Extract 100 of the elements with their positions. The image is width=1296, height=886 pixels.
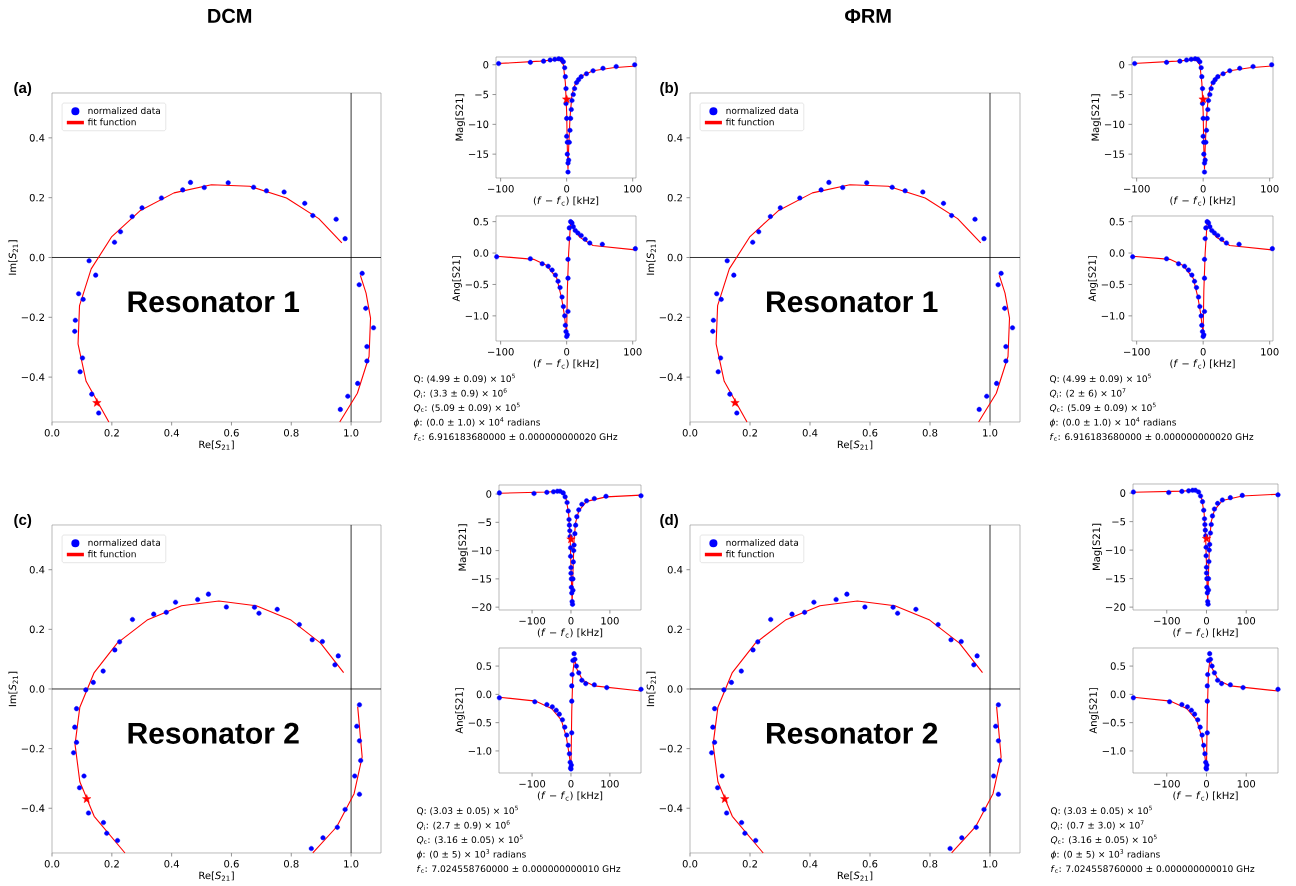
y-tick-label: −0.5 [468, 718, 492, 727]
x-tick-label: 100 [601, 780, 619, 788]
y-tick-label: −10 [1104, 120, 1125, 129]
x-tick-label: −100 [1154, 617, 1180, 625]
x-tick-label: 0.0 [44, 429, 60, 437]
y-tick-label: −5 [475, 90, 489, 99]
text: Q$_{c}$: (3.16 ± 0.05) × 10$^{5}$ [1050, 834, 1157, 845]
x-axis-title: (f − f$_{c}$) [kHz] [1170, 359, 1235, 369]
y-tick-label: −0.2 [659, 313, 682, 322]
y-tick-label: −0.4 [659, 373, 683, 381]
text: Q$_{i}$: (0.7 ± 3.0) × 10$^{7}$ [1050, 820, 1144, 830]
x-tick-label: 0.2 [104, 429, 119, 437]
x-tick-label: 0.2 [104, 860, 119, 868]
y-axis-title: Ang[S21] [1089, 688, 1099, 734]
text: ϕ: (0.0 ± 1.0) × 10$^{4}$ radians [413, 417, 541, 428]
legend-label: fit function [725, 118, 774, 126]
x-tick-label: 1.0 [983, 860, 998, 868]
legend-label: normalized data [88, 539, 160, 546]
x-axis-title: Re[S$_{21}$] [199, 871, 234, 881]
x-tick-label: −100 [1123, 185, 1150, 193]
y-axis-title: Im[S$_{21}$] [646, 671, 656, 707]
y-tick-label: −15 [468, 150, 489, 158]
legend-label: normalized data [726, 107, 799, 115]
y-tick-label: 0 [1119, 60, 1125, 69]
y-tick-label: −10 [1105, 546, 1126, 554]
y-tick-label: 0.0 [29, 685, 45, 693]
x-tick-label: 0 [564, 348, 570, 356]
x-tick-label: 0.8 [922, 860, 938, 868]
x-axis-title: (f − f$_{c}$) [kHz] [533, 359, 599, 369]
y-tick-label: 0.4 [667, 565, 683, 574]
y-tick-label: 0.2 [29, 625, 44, 634]
legend-label: fit function [87, 118, 136, 126]
y-tick-label: 0.2 [667, 193, 682, 202]
y-tick-label: −20 [1105, 603, 1126, 611]
y-tick-label: −0.2 [21, 313, 44, 322]
y-axis-title: Mag[S21] [1092, 523, 1103, 570]
text: f$_{c}$: 6.916183680000 ± 0.000000000020 GHz [1050, 433, 1254, 442]
y-tick-label: −20 [471, 603, 492, 611]
y-axis-title: Im[S$_{21}$] [8, 240, 18, 275]
y-tick-label: 0.5 [1110, 662, 1126, 670]
y-tick-label: −5 [1111, 90, 1125, 99]
text: (d) [660, 514, 678, 529]
chart-title: DCM [208, 8, 252, 23]
x-axis-title: (f − f$_{c}$) [kHz] [537, 628, 603, 638]
x-tick-label: 100 [1237, 617, 1256, 625]
text: ϕ: (0 ± 5) × 10$^{3}$ radians [416, 849, 526, 860]
y-tick-label: 0.0 [473, 249, 489, 257]
y-tick-label: −15 [471, 575, 492, 583]
legend-label: fit function [87, 550, 136, 558]
x-tick-label: 0.6 [224, 429, 239, 437]
x-axis-title: (f − f$_{c}$) [kHz] [1173, 791, 1238, 801]
text: Q$_{i}$: (2.7 ± 0.9) × 10$^{6}$ [416, 820, 510, 830]
y-tick-label: 0.0 [1110, 690, 1126, 699]
x-tick-label: −100 [519, 780, 546, 788]
text: ϕ: (0.0 ± 1.0) × 10$^{4}$ radians [1049, 417, 1177, 428]
y-tick-label: −0.4 [21, 373, 45, 381]
y-tick-label: −0.2 [659, 744, 682, 753]
y-tick-label: 0.4 [29, 565, 45, 574]
x-tick-label: 0 [564, 185, 570, 193]
text: Q: (3.03 ± 0.05) × 10$^{5}$ [1051, 805, 1152, 816]
x-tick-label: 100 [1261, 185, 1279, 193]
x-tick-label: 100 [601, 617, 619, 625]
y-tick-label: −1.0 [1102, 747, 1126, 755]
x-axis-title: Re[S$_{21}$] [837, 871, 873, 881]
y-tick-label: 0.4 [667, 134, 683, 142]
x-tick-label: 0 [1203, 617, 1210, 625]
x-tick-label: 0.8 [283, 429, 299, 437]
y-axis-title: Mag[S21] [1091, 94, 1102, 141]
x-tick-label: −100 [487, 348, 514, 356]
y-tick-label: −0.4 [659, 804, 683, 813]
x-tick-label: 0.8 [283, 860, 299, 868]
text: ϕ: (0 ± 5) × 10$^{3}$ radians [1050, 849, 1160, 860]
y-tick-label: −0.5 [1102, 718, 1126, 727]
x-axis-title: (f − f$_{c}$) [kHz] [1170, 196, 1235, 206]
x-tick-label: 0.2 [742, 429, 757, 437]
x-tick-label: 0 [568, 780, 574, 788]
x-tick-label: 0.0 [682, 860, 698, 868]
x-tick-label: 0.2 [742, 860, 757, 868]
x-tick-label: −100 [1154, 780, 1180, 788]
y-tick-label: −1.0 [1101, 312, 1125, 320]
x-tick-label: 0.4 [802, 860, 818, 868]
x-tick-label: 0.6 [862, 429, 878, 437]
x-tick-label: 100 [1237, 780, 1256, 788]
y-tick-label: −0.5 [1101, 280, 1125, 289]
legend-label: fit function [725, 550, 774, 558]
text: f$_{c}$: 6.916183680000 ± 0.000000000020 GHz [414, 433, 618, 442]
x-tick-label: −100 [519, 617, 546, 625]
x-tick-label: 1.0 [344, 429, 359, 437]
y-tick-label: −5 [478, 518, 492, 527]
x-tick-label: 0.0 [44, 860, 60, 868]
x-axis-title: (f − f$_{c}$) [kHz] [533, 196, 599, 206]
x-axis-title: (f − f$_{c}$) [kHz] [1173, 628, 1238, 638]
y-tick-label: 0.0 [667, 253, 683, 262]
x-tick-label: 1.0 [983, 429, 998, 437]
y-tick-label: −5 [1112, 517, 1126, 526]
x-tick-label: 0.8 [922, 429, 938, 437]
y-tick-label: 0.5 [476, 662, 492, 670]
x-tick-label: 100 [624, 185, 642, 193]
x-tick-label: 0.4 [164, 860, 180, 868]
x-tick-label: 100 [624, 348, 642, 356]
